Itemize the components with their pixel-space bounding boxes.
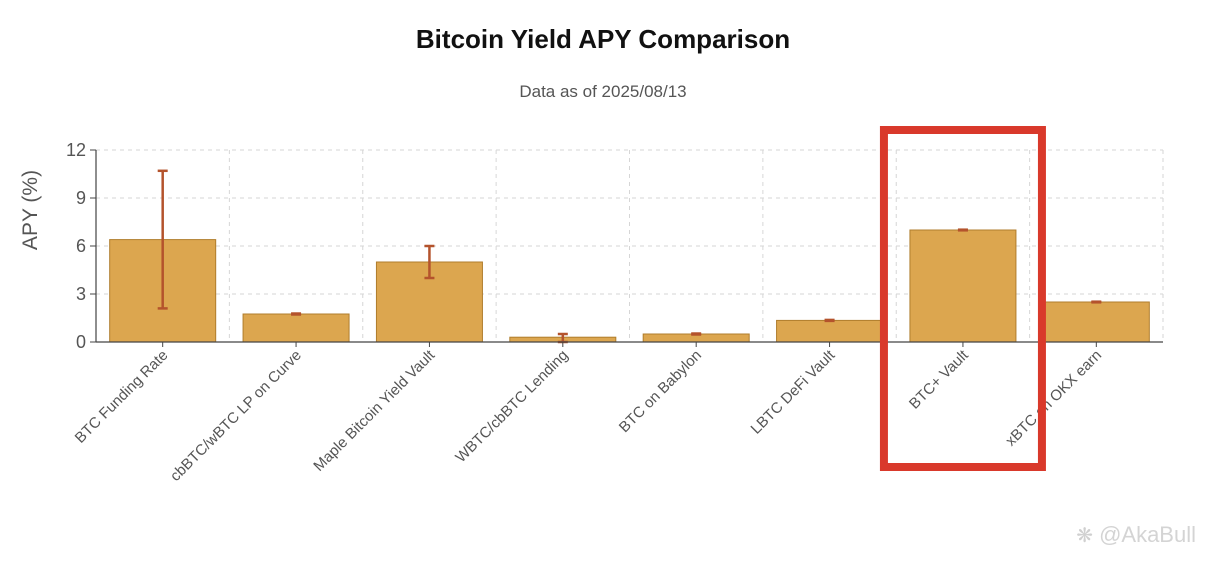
chart-title: Bitcoin Yield APY Comparison bbox=[415, 24, 791, 54]
bars bbox=[109, 169, 1150, 344]
bar bbox=[1042, 301, 1150, 343]
x-tick-label: BTC+ Vault bbox=[906, 346, 972, 412]
y-tick-labels: 0 3 6 9 12 bbox=[66, 140, 96, 352]
watermark: ❋ @AkaBull bbox=[1076, 522, 1196, 548]
y-tick-label: 6 bbox=[76, 236, 86, 256]
x-tick-label: BTC on Babylon bbox=[616, 347, 705, 436]
y-tick-label: 9 bbox=[76, 188, 86, 208]
x-tick-label: BTC Funding Rate bbox=[72, 347, 172, 447]
y-axis-title: APY (%) bbox=[19, 170, 42, 250]
bar bbox=[776, 319, 884, 343]
x-tick-label: Maple Bitcoin Yield Vault bbox=[310, 346, 439, 475]
chart-subtitle: Data as of 2025/08/13 bbox=[519, 82, 687, 101]
x-tick-label: cbBTC/wBTC LP on Curve bbox=[167, 347, 305, 485]
y-tick-label: 0 bbox=[76, 332, 86, 352]
watermark-text: @AkaBull bbox=[1099, 522, 1196, 547]
x-tick-label: WBTC/cbBTC Lending bbox=[452, 347, 571, 466]
bar bbox=[909, 229, 1017, 343]
brand-logo-icon: ❋ bbox=[1076, 524, 1094, 547]
x-tick-label: xBTC on OKX earn bbox=[1002, 347, 1105, 450]
x-tick-label: LBTC DeFi Vault bbox=[748, 346, 839, 437]
bar bbox=[242, 313, 350, 343]
highlight-box bbox=[879, 126, 1046, 471]
y-tick-label: 12 bbox=[66, 140, 86, 160]
y-tick-label: 3 bbox=[76, 284, 86, 304]
